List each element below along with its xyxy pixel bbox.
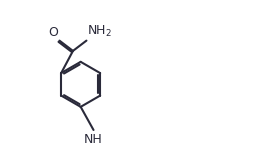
Text: NH$_2$: NH$_2$	[87, 24, 112, 39]
Text: O: O	[48, 26, 58, 39]
Text: NH: NH	[84, 133, 103, 146]
